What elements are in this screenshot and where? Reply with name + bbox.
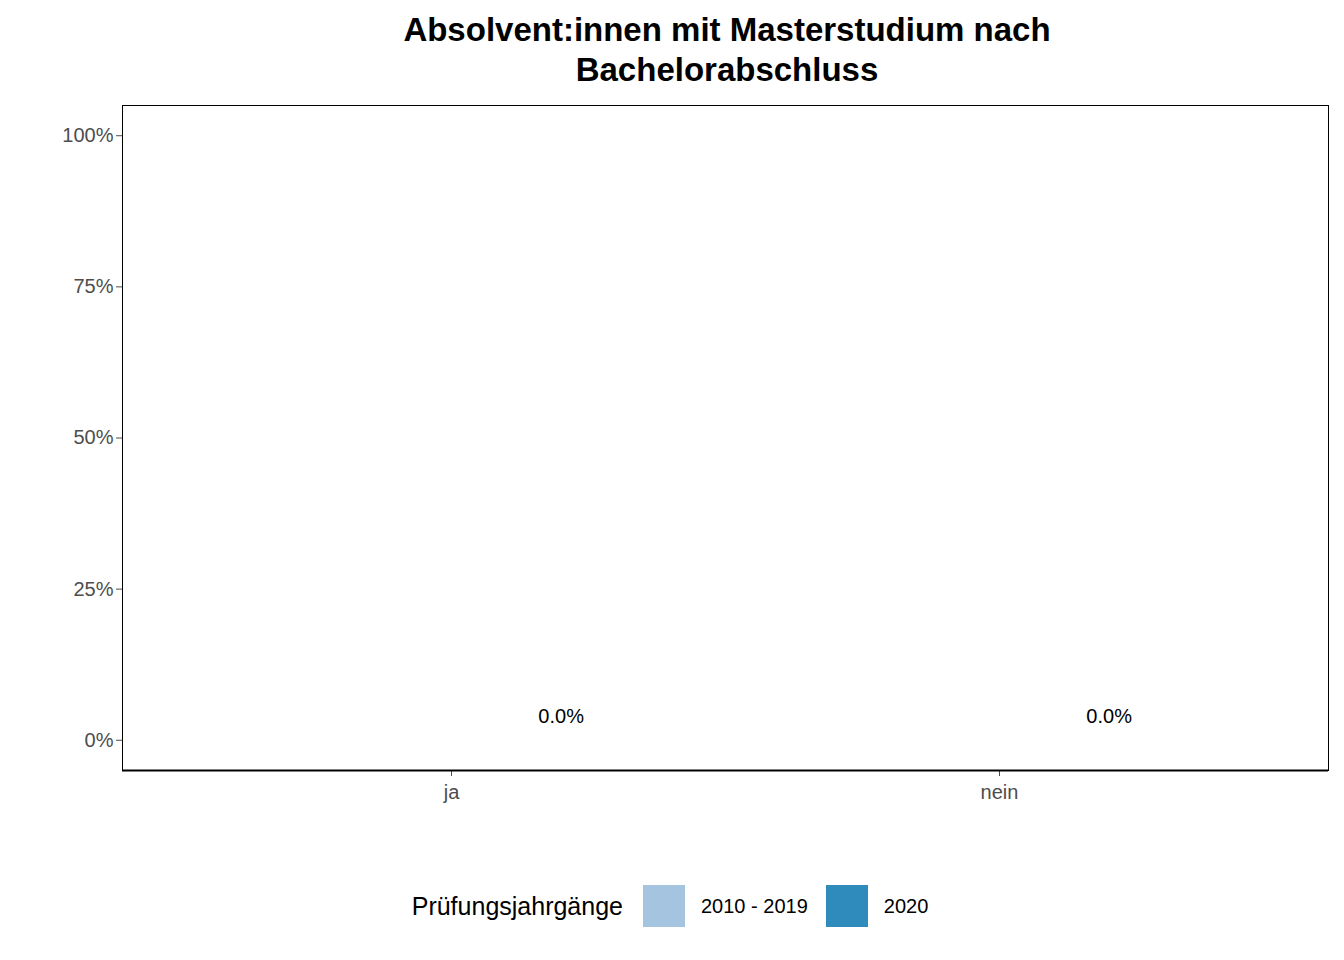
svg-text:0.0%: 0.0% <box>538 705 584 727</box>
svg-text:50%: 50% <box>73 426 113 448</box>
svg-text:75%: 75% <box>73 275 113 297</box>
svg-text:100%: 100% <box>62 124 113 146</box>
svg-text:ja: ja <box>443 781 460 803</box>
html-text:2010 - 2019: 2010 - 2019 <box>701 894 808 917</box>
svg-text:0%: 0% <box>85 729 114 751</box>
svg-text:25%: 25% <box>73 578 113 600</box>
html-text:Absolvent:innen mit Masterstud: Absolvent:innen mit Masterstudium nach B… <box>403 11 1051 88</box>
svg-text:0.0%: 0.0% <box>1086 705 1132 727</box>
html-text:Prüfungsjahrgänge: Prüfungsjahrgänge <box>411 891 623 920</box>
svg-text:nein: nein <box>981 781 1019 803</box>
html-text:2020: 2020 <box>883 894 929 917</box>
